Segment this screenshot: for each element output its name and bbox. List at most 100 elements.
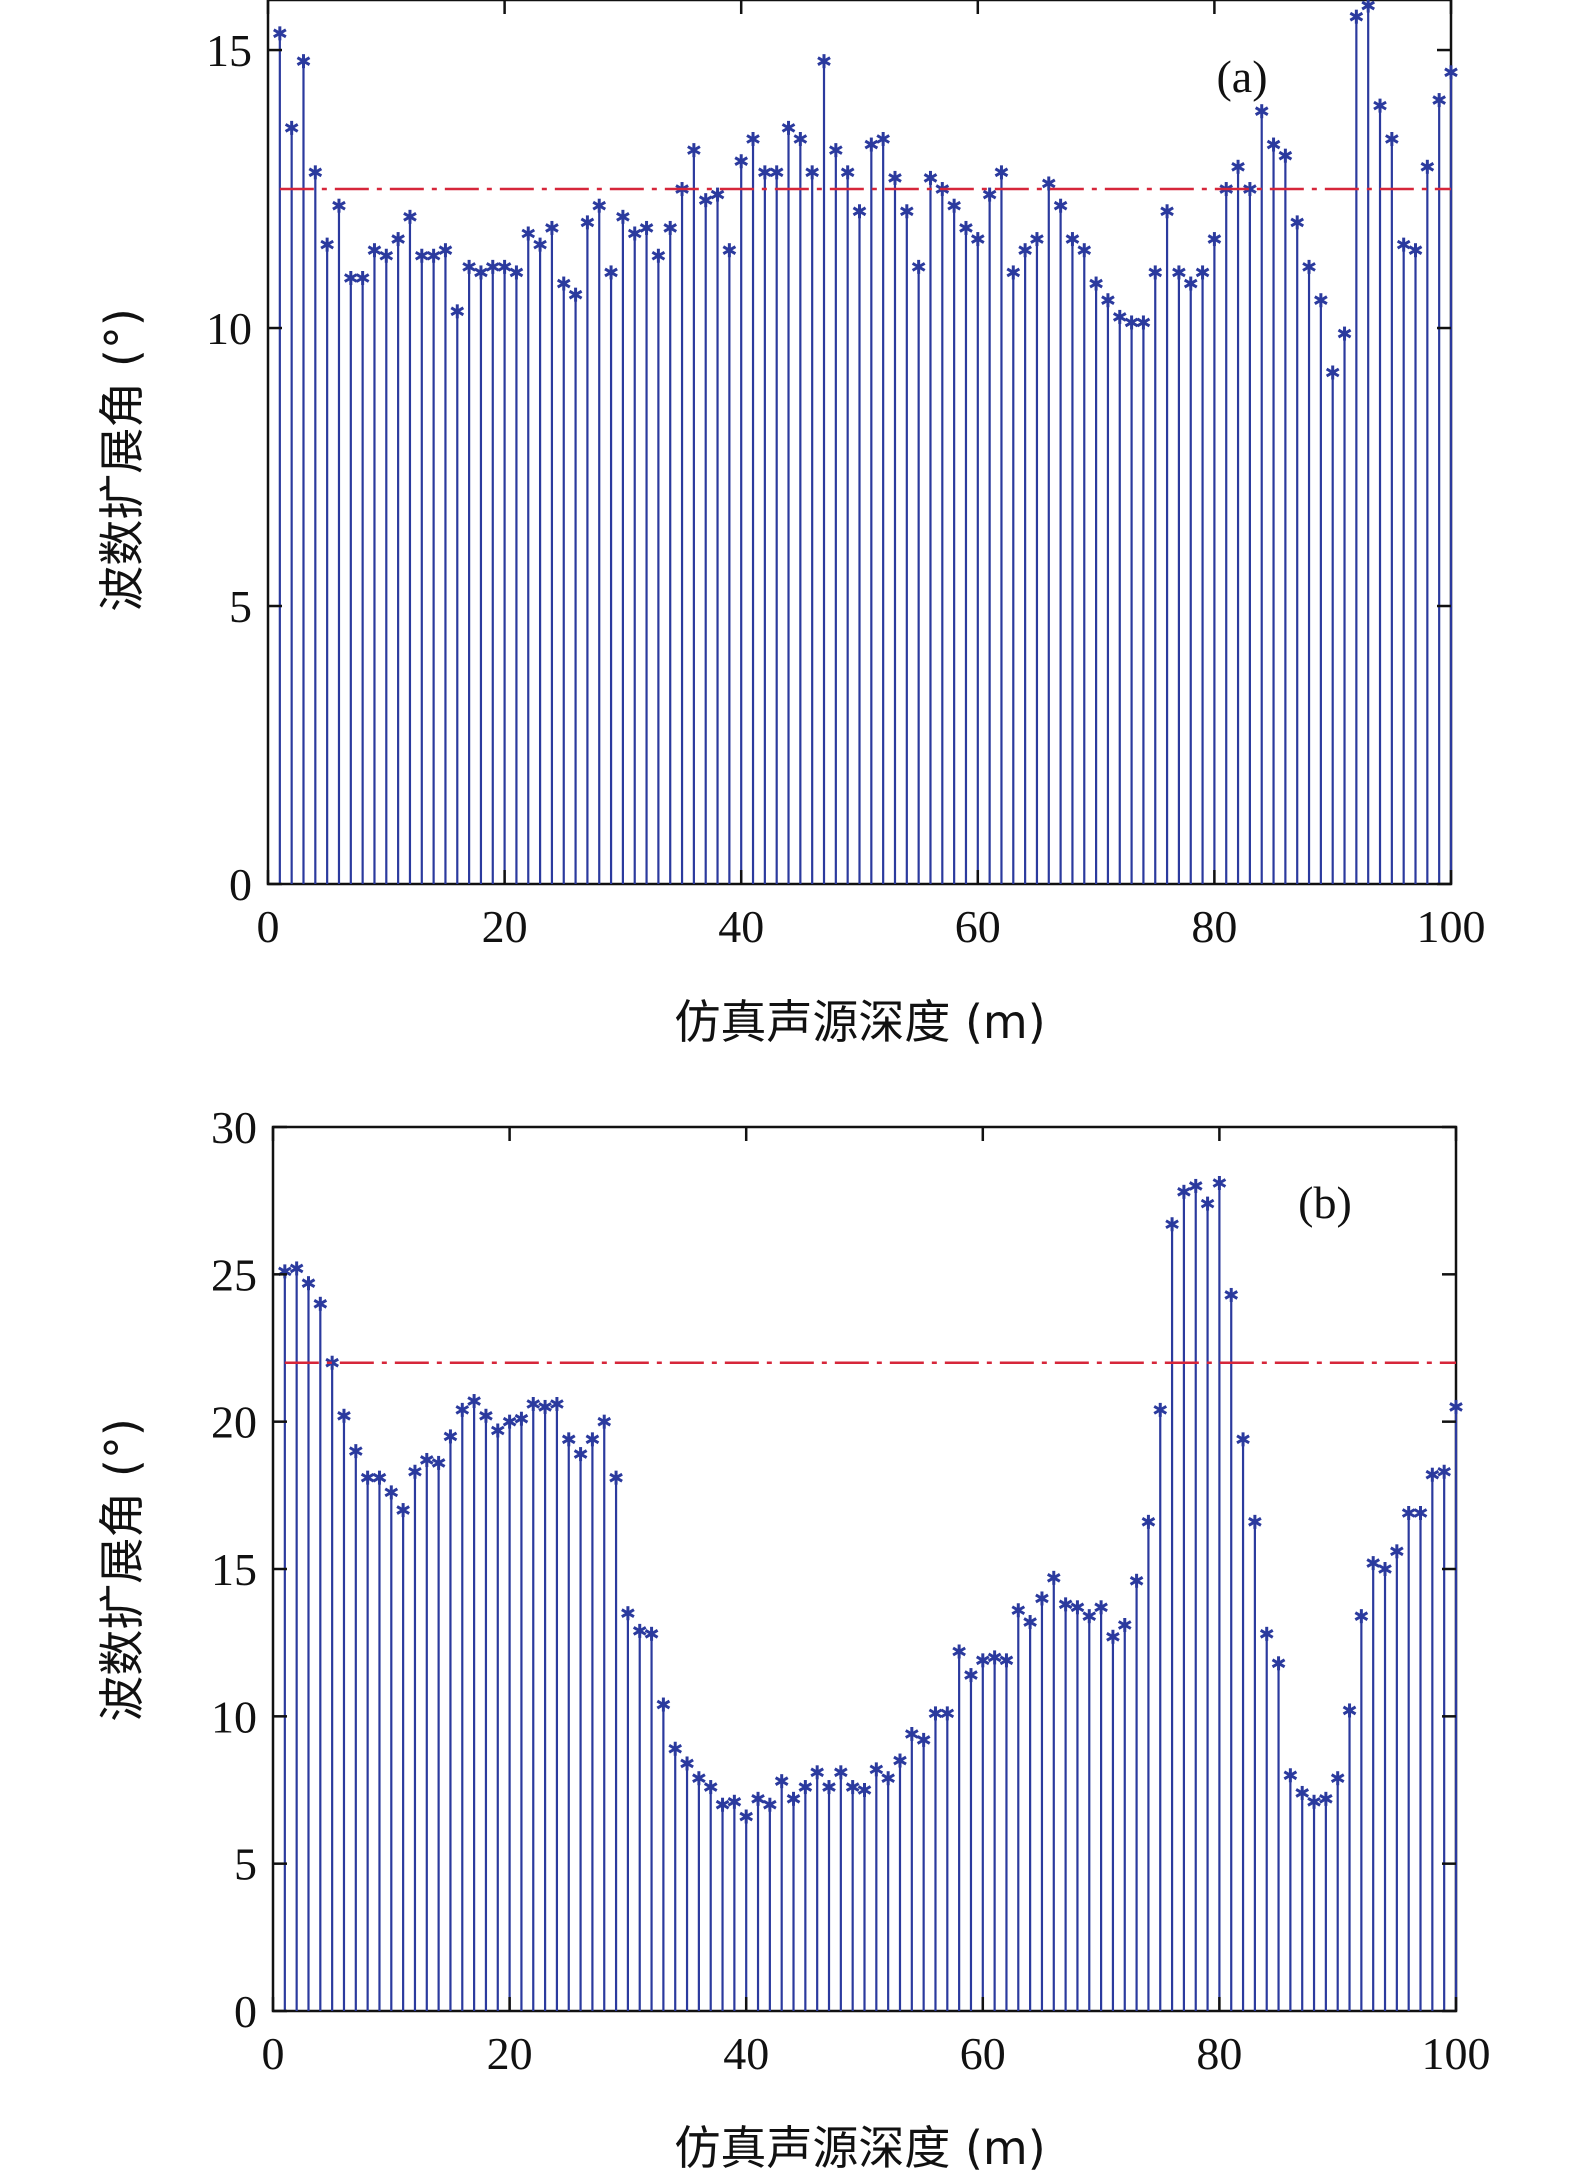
stem-marker-70 xyxy=(1089,276,1103,291)
marker-stroke xyxy=(289,1263,304,1274)
stem-marker-22 xyxy=(521,226,536,241)
y-tick-label: 10 xyxy=(206,303,252,354)
marker-stroke xyxy=(514,1413,529,1424)
marker-stroke xyxy=(455,1405,470,1415)
marker-stroke xyxy=(1373,100,1387,111)
marker-stroke xyxy=(479,1410,493,1421)
stem-marker-19 xyxy=(490,1423,505,1438)
stem-marker-93 xyxy=(1366,1556,1381,1571)
stem-marker-25 xyxy=(556,276,571,291)
stem-marker-96 xyxy=(1401,1506,1416,1521)
y-ticks-a: 0 5 10 15 xyxy=(206,25,1451,910)
stem-marker-95 xyxy=(1390,1544,1404,1559)
marker-stroke xyxy=(372,1472,387,1483)
marker-stroke xyxy=(687,145,701,155)
stem-marker-88 xyxy=(1302,259,1316,274)
marker-stroke xyxy=(1212,1178,1227,1188)
marker-stroke xyxy=(343,273,358,283)
stem-marker-41 xyxy=(746,131,760,146)
stem-marker-89 xyxy=(1314,293,1328,308)
stem-marker-27 xyxy=(585,1432,600,1447)
panel-label-a: (a) xyxy=(1216,51,1267,102)
marker-stroke xyxy=(1385,134,1399,144)
marker-stroke xyxy=(1266,139,1281,150)
marker-stroke xyxy=(561,1434,576,1445)
stem-marker-4 xyxy=(308,165,323,180)
marker-stroke xyxy=(829,145,843,155)
stem-marker-28 xyxy=(597,1414,612,1429)
marker-stroke xyxy=(597,1416,612,1427)
stem-marker-94 xyxy=(1373,98,1387,113)
marker-stroke xyxy=(1366,1558,1381,1568)
stem-marker-42 xyxy=(763,1797,777,1812)
marker-stroke xyxy=(396,1505,410,1515)
marker-stroke xyxy=(1094,1602,1108,1613)
stem-marker-33 xyxy=(651,248,666,263)
stem-marker-61 xyxy=(982,187,997,202)
stem-marker-16 xyxy=(455,1402,470,1417)
marker-stroke xyxy=(621,1608,635,1618)
marker-stroke xyxy=(1082,1611,1097,1621)
stem-marker-79 xyxy=(1200,1196,1215,1211)
y-tick-label: 25 xyxy=(211,1249,257,1300)
stem-marker-7 xyxy=(348,1444,363,1459)
marker-stroke xyxy=(1148,267,1163,278)
stem-marker-67 xyxy=(1053,198,1068,213)
marker-stroke xyxy=(1041,178,1056,189)
stem-marker-73 xyxy=(1129,1573,1144,1588)
stem-marker-18 xyxy=(479,1408,493,1423)
stem-marker-9 xyxy=(372,1470,387,1485)
stem-marker-46 xyxy=(810,1765,824,1780)
marker-stroke xyxy=(1070,1602,1085,1613)
stem-marker-52 xyxy=(876,131,890,146)
stem-marker-42 xyxy=(758,165,772,180)
stem-marker-12 xyxy=(403,209,417,224)
stem-marker-94 xyxy=(1378,1562,1392,1576)
marker-stroke xyxy=(348,1446,363,1456)
stem-marker-62 xyxy=(999,1653,1014,1668)
stem-marker-3 xyxy=(296,54,311,69)
marker-stroke xyxy=(1290,217,1305,228)
stem-marker-61 xyxy=(987,1650,1002,1665)
marker-stroke xyxy=(526,1399,541,1409)
marker-stroke xyxy=(1413,1508,1428,1518)
stem-marker-46 xyxy=(805,165,819,180)
marker-stroke xyxy=(301,1278,316,1288)
stem-marker-71 xyxy=(1101,293,1115,308)
stem-marker-13 xyxy=(414,248,429,263)
marker-stroke xyxy=(834,1767,848,1778)
marker-stroke xyxy=(1200,1198,1215,1209)
marker-stroke xyxy=(1396,239,1411,250)
marker-stroke xyxy=(384,1487,399,1498)
marker-stroke xyxy=(490,1425,505,1436)
stem-marker-81 xyxy=(1224,1287,1239,1302)
stem-marker-66 xyxy=(1046,1570,1061,1585)
panel-b: 0 5 10 15 20 25 30 0 20 40 60 80 100 (b) 仿真声源深度 (m)… xyxy=(95,1102,1491,2175)
stem-marker-76 xyxy=(1165,1217,1179,1232)
marker-stroke xyxy=(781,123,796,133)
stem-marker-96 xyxy=(1396,237,1411,252)
marker-stroke xyxy=(793,134,808,144)
stem-marker-18 xyxy=(474,265,488,280)
marker-stroke xyxy=(923,173,938,183)
stem-marker-85 xyxy=(1266,137,1281,152)
marker-stroke xyxy=(651,250,666,261)
x-tick-label: 0 xyxy=(257,901,280,952)
marker-stroke xyxy=(680,1758,694,1769)
stem-marker-8 xyxy=(360,1470,375,1485)
marker-stroke xyxy=(869,1764,884,1775)
stem-marker-54 xyxy=(905,1727,919,1742)
marker-stroke xyxy=(1136,317,1151,328)
stem-marker-50 xyxy=(857,1783,872,1797)
marker-stroke xyxy=(999,1655,1014,1666)
x-tick-label: 40 xyxy=(723,2028,769,2079)
stem-marker-38 xyxy=(715,1797,730,1812)
stem-marker-19 xyxy=(485,259,500,274)
stem-marker-68 xyxy=(1065,232,1080,247)
stem-marker-48 xyxy=(829,143,843,158)
x-ticks-a: 0 20 40 60 80 100 xyxy=(257,0,1486,952)
stem-marker-93 xyxy=(1361,0,1376,13)
stem-marker-36 xyxy=(687,143,701,158)
y-axis-label-a: 波数扩展角 (°) xyxy=(95,308,149,612)
marker-stroke xyxy=(893,1755,907,1766)
